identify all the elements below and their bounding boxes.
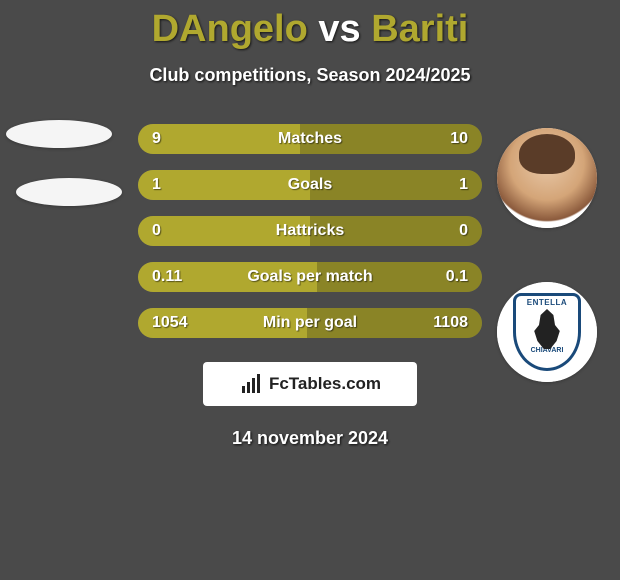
stat-bar-overlay: 0 Hattricks 0 xyxy=(138,216,482,246)
title-player1: DAngelo xyxy=(152,8,308,50)
stat-row: 9 Matches 10 xyxy=(138,124,482,154)
stat-left-value: 1054 xyxy=(152,314,188,332)
page-title: DAngelo vs Bariti xyxy=(0,0,620,51)
brand-text: FcTables.com xyxy=(269,374,381,394)
stat-label: Min per goal xyxy=(263,314,357,332)
stat-label: Hattricks xyxy=(276,222,344,240)
stat-row: 0 Hattricks 0 xyxy=(138,216,482,246)
content-root: DAngelo vs Bariti Club competitions, Sea… xyxy=(0,0,620,580)
stat-right-value: 0 xyxy=(459,222,468,240)
right-player-avatar xyxy=(497,128,597,228)
stat-bars: 9Matches101Goals10Hattricks00.11Goals pe… xyxy=(138,124,482,338)
date-text: 14 november 2024 xyxy=(0,428,620,449)
title-player2: Bariti xyxy=(371,8,468,50)
brand-box: FcTables.com xyxy=(203,362,417,406)
club-badge-icon: ENTELLA CHIAVARI xyxy=(497,282,597,382)
badge-top-text: ENTELLA xyxy=(527,298,567,307)
stat-row: 0.11 Goals per match 0.1 xyxy=(138,262,482,292)
bar-chart-icon xyxy=(239,372,263,396)
right-club-badge: ENTELLA CHIAVARI xyxy=(497,282,597,382)
stat-label: Goals xyxy=(288,176,332,194)
title-vs: vs xyxy=(318,8,360,50)
stat-left-value: 0 xyxy=(152,222,161,240)
stat-row: 1 Goals 1 xyxy=(138,170,482,200)
player-face-icon xyxy=(497,128,597,228)
stat-bar-overlay: 9 Matches 10 xyxy=(138,124,482,154)
badge-silhouette-icon xyxy=(531,309,563,349)
left-club-badge-placeholder xyxy=(16,178,122,206)
subtitle: Club competitions, Season 2024/2025 xyxy=(0,65,620,86)
stat-left-value: 1 xyxy=(152,176,161,194)
stat-label: Matches xyxy=(278,130,342,148)
stat-right-value: 10 xyxy=(450,130,468,148)
stat-bar-overlay: 1 Goals 1 xyxy=(138,170,482,200)
stat-left-value: 9 xyxy=(152,130,161,148)
stat-bar-overlay: 0.11 Goals per match 0.1 xyxy=(138,262,482,292)
stat-right-value: 0.1 xyxy=(446,268,468,286)
stat-label: Goals per match xyxy=(247,268,372,286)
stat-left-value: 0.11 xyxy=(152,268,182,286)
right-player-column: ENTELLA CHIAVARI xyxy=(492,128,602,382)
left-player-avatar-placeholder xyxy=(6,120,112,148)
stat-right-value: 1108 xyxy=(433,314,468,332)
comparison-zone: ENTELLA CHIAVARI 9Matches101Goals10Hattr… xyxy=(0,124,620,344)
left-player-column xyxy=(4,128,114,206)
stat-row: 1054 Min per goal 1108 xyxy=(138,308,482,338)
stat-right-value: 1 xyxy=(459,176,468,194)
stat-bar-overlay: 1054 Min per goal 1108 xyxy=(138,308,482,338)
